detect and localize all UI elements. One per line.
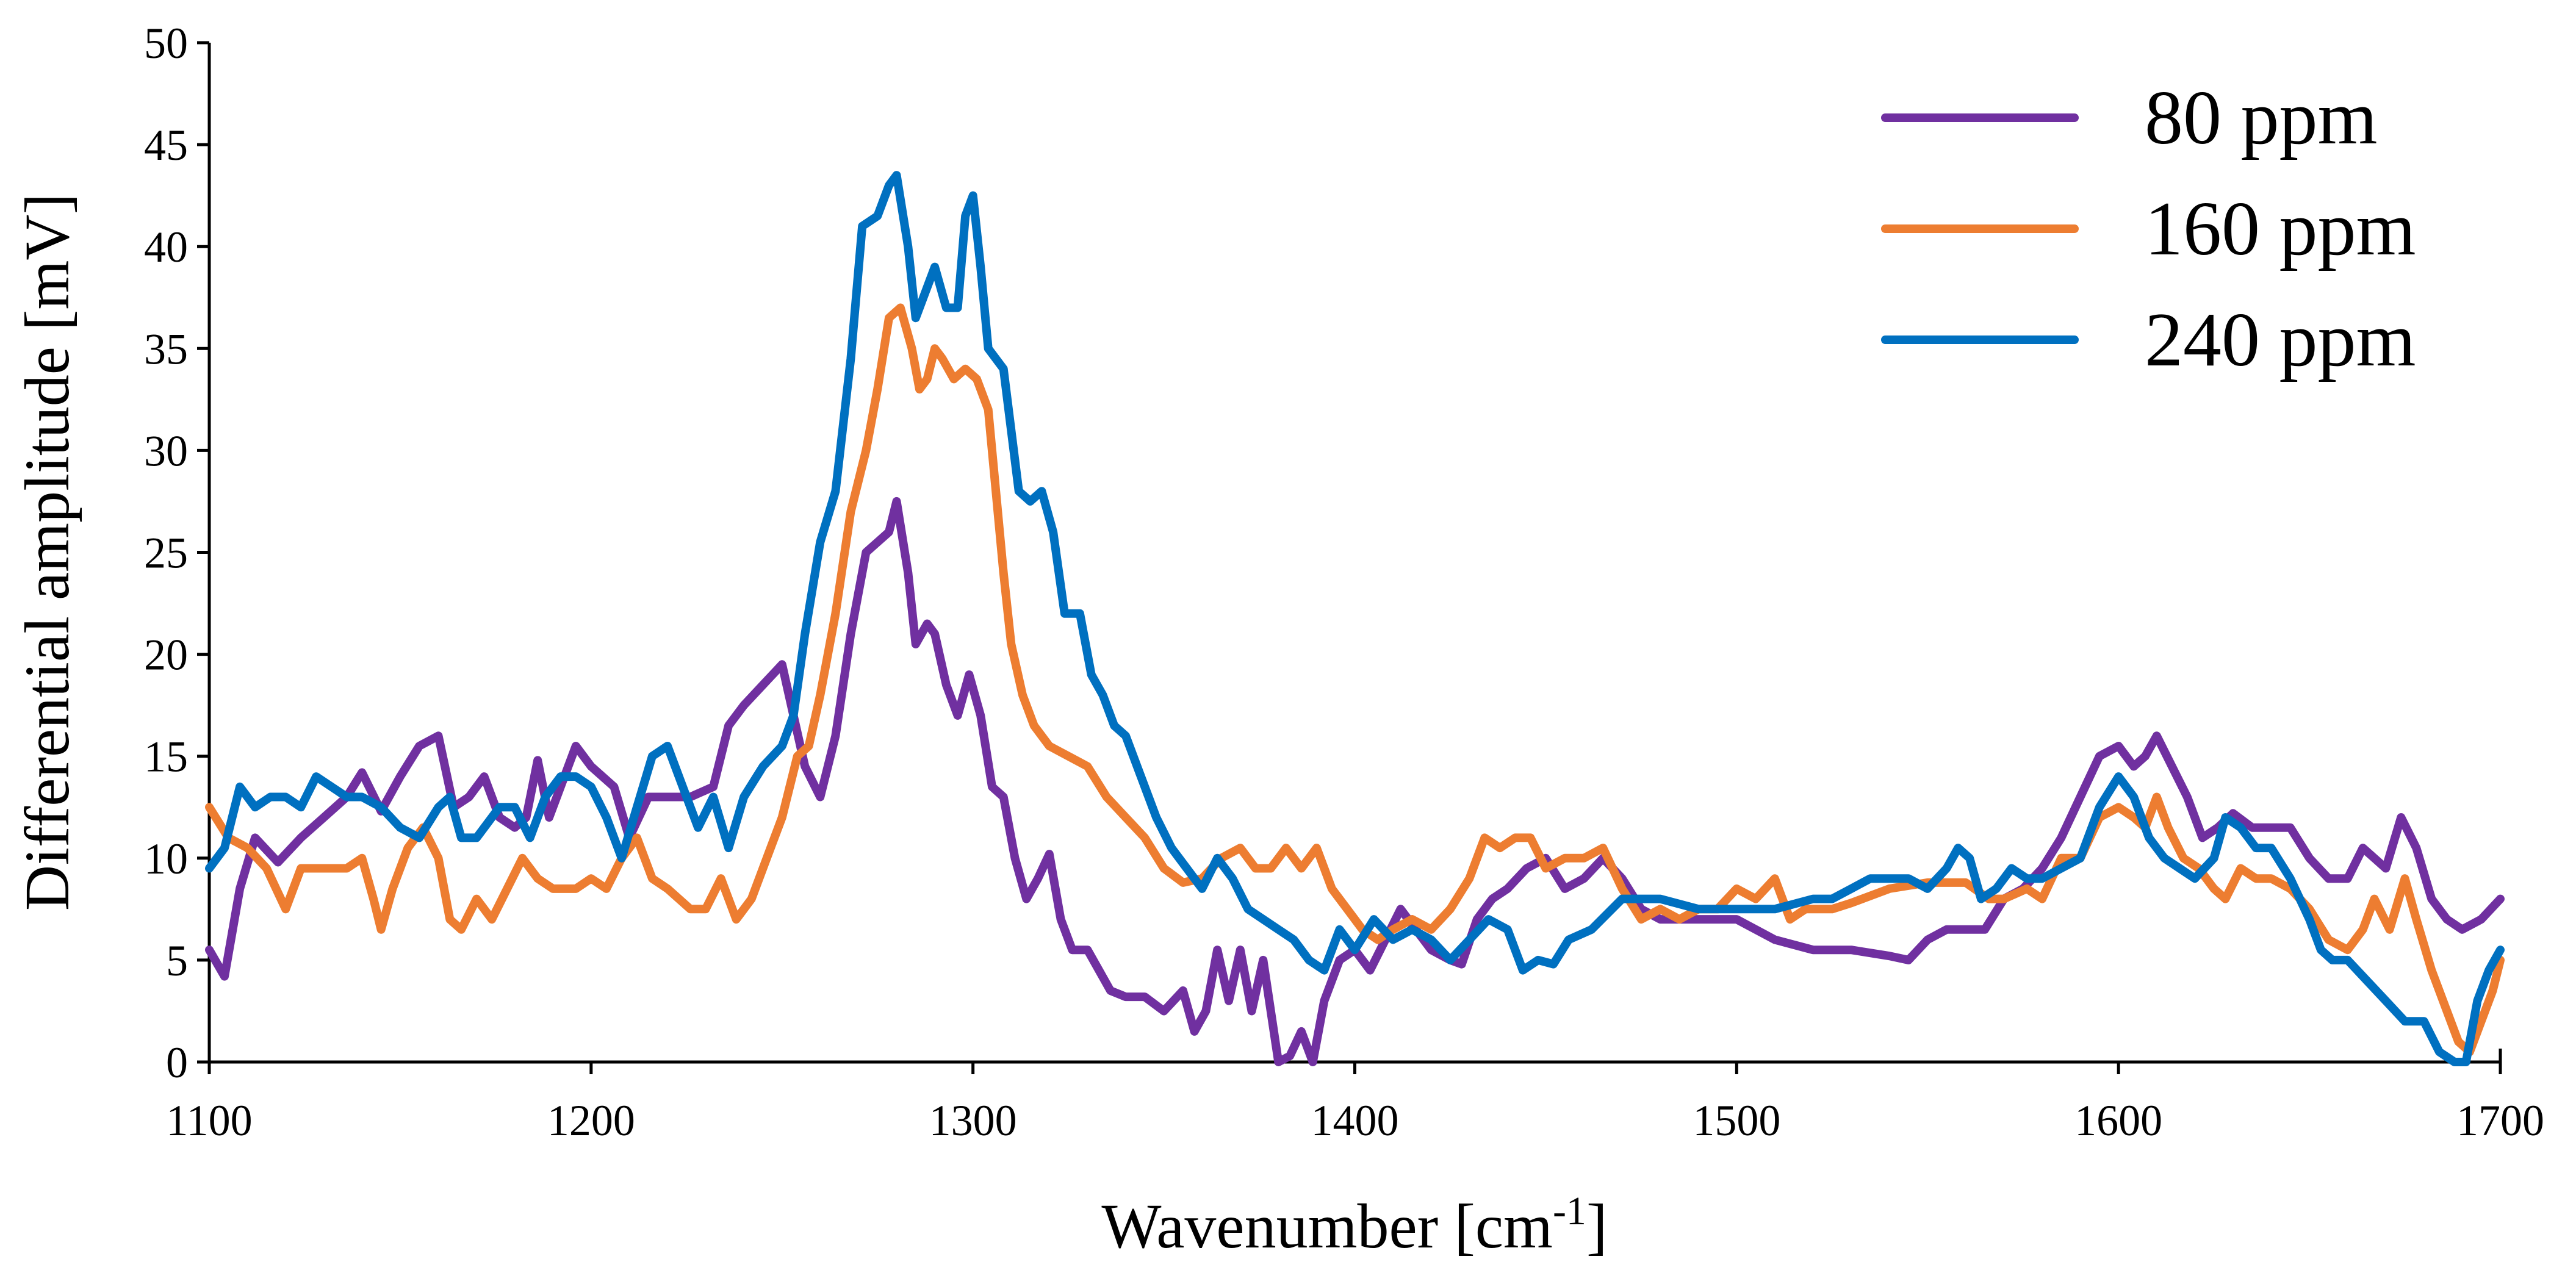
y-tick-label: 50 [144, 19, 188, 68]
y-tick-label: 5 [166, 936, 188, 985]
y-tick-label: 20 [144, 631, 188, 680]
y-tick-label: 30 [144, 426, 188, 475]
legend: 80 ppm 160 ppm 240 ppm [1881, 76, 2416, 382]
x-tick-label: 1200 [547, 1096, 635, 1145]
series-lines [205, 171, 2505, 1066]
series-line-240-ppm [205, 171, 2505, 1066]
y-tick-label: 10 [144, 834, 188, 883]
legend-label: 240 ppm [2145, 298, 2416, 382]
y-tick-label: 35 [144, 325, 188, 373]
series-line-80-ppm [205, 497, 2505, 1066]
x-tick-label: 1700 [2456, 1096, 2544, 1145]
y-tick-label: 0 [166, 1038, 188, 1087]
y-tick-label: 15 [144, 733, 188, 781]
y-axis-ticks: 0 5 10 15 20 25 30 35 40 45 50 [144, 19, 209, 1087]
x-axis-label-superscript: -1 [1553, 1189, 1586, 1233]
legend-label: 80 ppm [2145, 76, 2378, 160]
x-axis-label-text: Wavenumber [cm [1101, 1191, 1553, 1261]
x-tick-label: 1100 [166, 1096, 252, 1145]
x-axis-ticks: 1100 1200 1300 1400 1500 1600 1700 [166, 1062, 2544, 1145]
x-tick-label: 1400 [1311, 1096, 1399, 1145]
y-tick-label: 45 [144, 121, 188, 170]
x-axis-label: Wavenumber [cm-1] [1101, 1189, 1607, 1261]
legend-label: 160 ppm [2145, 187, 2416, 271]
y-tick-label: 25 [144, 529, 188, 578]
y-tick-label: 40 [144, 223, 188, 271]
x-axis-label-end: ] [1586, 1191, 1608, 1261]
y-axis-label: Differential amplitude [mV] [12, 193, 82, 911]
series-line-160-ppm [205, 303, 2505, 1057]
x-tick-label: 1500 [1693, 1096, 1780, 1145]
x-tick-label: 1600 [2074, 1096, 2162, 1145]
x-tick-label: 1300 [929, 1096, 1017, 1145]
